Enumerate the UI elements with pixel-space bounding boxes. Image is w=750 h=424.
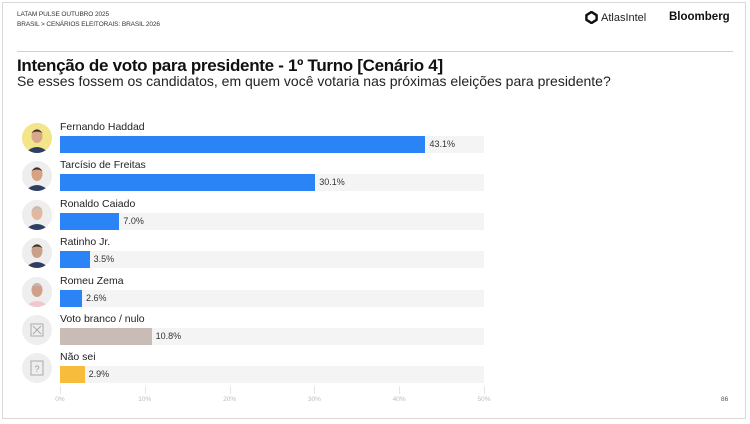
page-number: 86 xyxy=(721,396,729,403)
bar xyxy=(60,251,90,268)
x-tick-label: 20% xyxy=(223,396,237,403)
bar xyxy=(60,213,120,230)
x-tick-label: 0% xyxy=(55,396,65,403)
x-tick-label: 30% xyxy=(307,396,321,403)
x-tick xyxy=(314,386,316,394)
value-label: 30.1% xyxy=(319,177,345,187)
category-label: Voto branco / nulo xyxy=(60,313,145,325)
category-label: Fernando Haddad xyxy=(60,121,145,133)
bar xyxy=(60,290,83,307)
x-tick-label: 40% xyxy=(392,396,406,403)
candidate-photo xyxy=(22,238,52,268)
bar-track: 2.6% xyxy=(60,290,484,307)
category-label: Ronaldo Caiado xyxy=(60,198,136,210)
bar-row: Ratinho Jr. 3.5% xyxy=(0,234,500,272)
x-tick-label: 50% xyxy=(477,396,491,403)
bloomberg-logo: Bloomberg xyxy=(669,11,730,23)
x-tick xyxy=(484,386,485,394)
candidate-photo xyxy=(22,123,52,153)
bar xyxy=(60,136,426,153)
value-label: 2.9% xyxy=(88,369,110,379)
bar xyxy=(60,328,152,345)
category-label: Romeu Zema xyxy=(60,275,124,287)
x-tick xyxy=(399,386,401,394)
bar xyxy=(60,366,85,383)
header-report-name: LATAM PULSE OUTUBRO 2025 xyxy=(17,11,109,18)
breadcrumb: BRASIL > CENÁRIOS ELEITORAIS: BRASIL 202… xyxy=(17,21,160,28)
bar-track: 30.1% xyxy=(60,174,484,191)
category-label: Tarcísio de Freitas xyxy=(60,159,146,171)
bar-row: Romeu Zema 2.6% xyxy=(0,273,500,311)
bar-row: ? Não sei 2.9% xyxy=(0,349,500,387)
candidate-photo xyxy=(22,200,52,230)
slide-frame xyxy=(2,2,746,419)
value-label: 43.1% xyxy=(429,139,456,149)
atlasintel-text: AtlasIntel xyxy=(601,11,647,24)
category-label: Ratinho Jr. xyxy=(60,236,111,248)
bar-row: Ronaldo Caiado 7.0% xyxy=(0,196,500,234)
category-label: Não sei xyxy=(60,351,96,363)
candidate-photo xyxy=(22,277,52,307)
value-label: 10.8% xyxy=(155,331,182,341)
x-tick xyxy=(144,386,146,394)
atlasintel-logo: AtlasIntel xyxy=(585,11,646,24)
x-tick-label: 10% xyxy=(138,396,152,403)
bar-track: 43.1% xyxy=(60,136,484,153)
bar-track: 10.8% xyxy=(60,328,484,345)
chart-subtitle: Se esses fossem os candidatos, em quem v… xyxy=(17,73,611,89)
value-label: 3.5% xyxy=(93,254,115,264)
svg-text:?: ? xyxy=(34,364,39,374)
bar-row: Fernando Haddad 43.1% xyxy=(0,119,500,157)
bar-row: Voto branco / nulo 10.8% xyxy=(0,311,500,349)
value-label: 7.0% xyxy=(123,216,144,226)
chart-title: Intenção de voto para presidente - 1º Tu… xyxy=(17,56,443,75)
candidate-photo xyxy=(22,161,52,191)
question-box-icon: ? xyxy=(22,353,52,383)
bar-track: 2.9% xyxy=(60,366,484,383)
x-tick xyxy=(229,386,231,394)
value-label: 2.6% xyxy=(86,293,107,303)
x-tick xyxy=(60,386,61,394)
atlas-diamond-icon xyxy=(585,11,598,24)
header-divider xyxy=(17,51,733,52)
x-box-icon xyxy=(22,315,52,345)
bar-row: Tarcísio de Freitas 30.1% xyxy=(0,157,500,195)
bar-track: 7.0% xyxy=(60,213,484,230)
bar-track: 3.5% xyxy=(60,251,484,268)
bar xyxy=(60,174,316,191)
